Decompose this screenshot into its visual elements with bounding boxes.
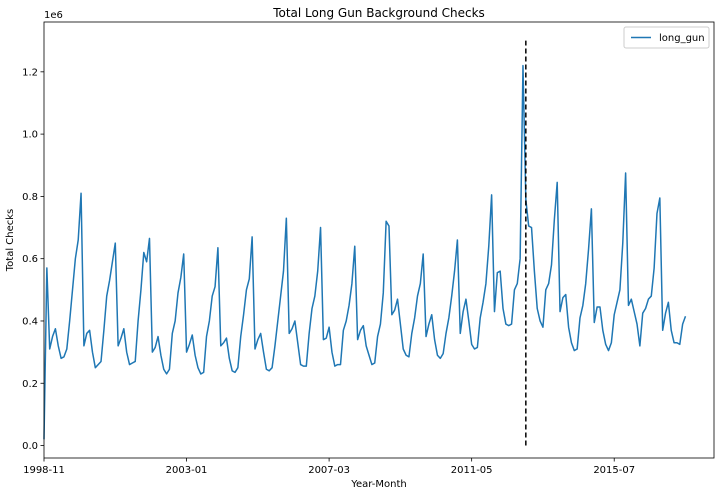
y-tick-label: 0.0 — [22, 441, 38, 452]
x-tick-label: 2007-03 — [308, 465, 350, 476]
series-line-long_gun — [43, 64, 687, 440]
y-tick-label: 1.2 — [22, 67, 38, 78]
plot-area: 0.0 0.2 0.4 0.6 0.8 1.0 1.2 1998-11 2003-01 2007-… — [22, 21, 715, 476]
x-axis-label: Year-Month — [350, 479, 406, 490]
y-tick-label: 1.0 — [22, 130, 38, 141]
x-tick-label: 2003-01 — [166, 465, 208, 476]
y-tick-label: 0.4 — [22, 316, 38, 327]
y-tick-label: 0.6 — [22, 254, 38, 265]
x-tick-label: 1998-11 — [23, 465, 65, 476]
x-tick-label: 2011-05 — [451, 465, 493, 476]
y-multiplier-label: 1e6 — [44, 10, 63, 21]
y-tick-label: 0.8 — [22, 192, 38, 203]
x-tick-label: 2015-07 — [593, 465, 635, 476]
axes-frame — [43, 21, 715, 459]
legend: long_gun — [623, 26, 710, 49]
legend-box — [623, 26, 710, 49]
legend-label: long_gun — [659, 33, 705, 44]
y-tick-label: 0.2 — [22, 379, 38, 390]
chart-title: Total Long Gun Background Checks — [272, 6, 485, 20]
y-axis-label: Total Checks — [5, 209, 16, 273]
